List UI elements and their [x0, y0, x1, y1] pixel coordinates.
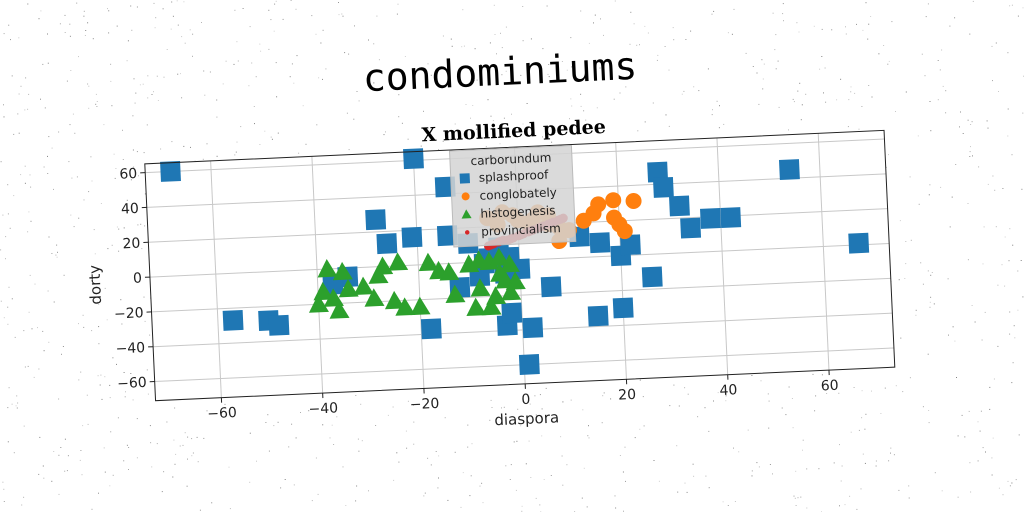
point-splashproof: [669, 195, 690, 217]
y-tick-label: 60: [119, 166, 138, 183]
x-gridline: [817, 133, 830, 371]
series-histogenesis: [308, 247, 526, 319]
legend-marker-provincialism: [464, 230, 470, 235]
point-splashproof: [268, 314, 290, 336]
point-histogenesis: [364, 288, 385, 307]
x-tick-label: 40: [719, 382, 738, 399]
legend-label-provincialism: provincialism: [481, 221, 561, 239]
y-tick-label: −60: [117, 375, 147, 392]
point-histogenesis: [332, 261, 353, 281]
y-tick-label: 20: [122, 236, 141, 253]
point-splashproof: [436, 225, 458, 247]
point-histogenesis: [384, 290, 405, 310]
point-splashproof: [434, 176, 456, 198]
chart-title: X mollified pedee: [421, 116, 606, 146]
legend-marker-conglobately: [461, 192, 470, 201]
x-axis-ticks: −60 −40 −20 0 20 40 60: [207, 370, 839, 422]
legend: carborundum splashproofconglobatelyhisto…: [449, 145, 577, 248]
y-tick-label: 0: [133, 270, 143, 286]
point-splashproof: [848, 232, 870, 254]
point-histogenesis: [489, 247, 510, 267]
y-tick-label: −20: [114, 305, 144, 322]
point-histogenesis: [410, 296, 431, 316]
x-tick-label: −40: [308, 400, 338, 417]
point-splashproof: [222, 309, 244, 331]
scatter-points: [160, 148, 870, 375]
point-splashproof: [522, 317, 544, 339]
point-splashproof: [587, 305, 609, 327]
point-conglobately: [616, 223, 633, 240]
point-histogenesis: [445, 284, 466, 304]
point-histogenesis: [470, 278, 491, 297]
point-splashproof: [540, 276, 562, 298]
y-axis-ticks: −60 −40 −20 0 20 40 60: [114, 166, 155, 392]
x-gridline: [311, 156, 324, 394]
point-histogenesis: [501, 282, 522, 301]
point-histogenesis: [317, 259, 338, 278]
x-gridline: [210, 160, 222, 398]
point-histogenesis: [439, 262, 460, 281]
point-histogenesis: [466, 297, 487, 317]
x-tick-label: −20: [410, 396, 440, 413]
legend-label-histogenesis: histogenesis: [480, 203, 556, 220]
point-splashproof: [641, 266, 663, 288]
x-gridline: [716, 137, 729, 375]
x-tick-label: 0: [521, 392, 531, 408]
point-histogenesis: [395, 297, 416, 316]
legend-label-splashproof: splashproof: [478, 168, 549, 185]
point-histogenesis: [499, 254, 520, 273]
point-splashproof: [652, 177, 674, 198]
point-conglobately: [605, 192, 622, 209]
point-conglobately: [590, 196, 607, 213]
point-histogenesis: [368, 265, 389, 284]
point-histogenesis: [481, 296, 502, 316]
point-splashproof: [700, 208, 721, 229]
point-splashproof: [720, 207, 742, 228]
point-splashproof: [420, 318, 442, 340]
point-splashproof: [365, 209, 387, 231]
point-splashproof: [778, 159, 800, 180]
y-tick-label: −40: [115, 340, 145, 357]
x-tick-label: −60: [207, 405, 237, 422]
point-histogenesis: [388, 252, 409, 271]
point-conglobately: [625, 193, 642, 210]
y-gridline: [153, 312, 893, 348]
point-histogenesis: [353, 276, 374, 296]
point-splashproof: [160, 161, 181, 182]
y-tick-label: 40: [121, 201, 140, 218]
point-splashproof: [501, 302, 523, 324]
legend-box: [449, 145, 577, 248]
legend-label-conglobately: conglobately: [479, 185, 557, 202]
point-splashproof: [647, 161, 669, 183]
point-histogenesis: [490, 263, 511, 282]
point-splashproof: [376, 233, 398, 255]
legend-marker-histogenesis: [461, 209, 472, 219]
point-splashproof: [401, 226, 423, 248]
y-axis-label: dorty: [85, 264, 105, 305]
x-tick-label: 60: [820, 378, 839, 395]
y-gridline: [151, 277, 891, 313]
legend-title: carborundum: [470, 150, 551, 168]
x-axis-label: diaspora: [494, 408, 560, 429]
x-tick-label: 20: [618, 387, 637, 404]
legend-marker-splashproof: [459, 173, 471, 184]
point-splashproof: [403, 148, 424, 170]
point-histogenesis: [338, 278, 359, 298]
point-histogenesis: [418, 252, 439, 272]
x-gridline: [412, 151, 425, 389]
point-splashproof: [518, 354, 540, 375]
point-histogenesis: [308, 294, 329, 313]
point-splashproof: [680, 217, 702, 239]
point-histogenesis: [329, 300, 350, 319]
point-splashproof: [589, 232, 611, 254]
point-splashproof: [612, 297, 634, 319]
point-splashproof: [620, 234, 641, 256]
